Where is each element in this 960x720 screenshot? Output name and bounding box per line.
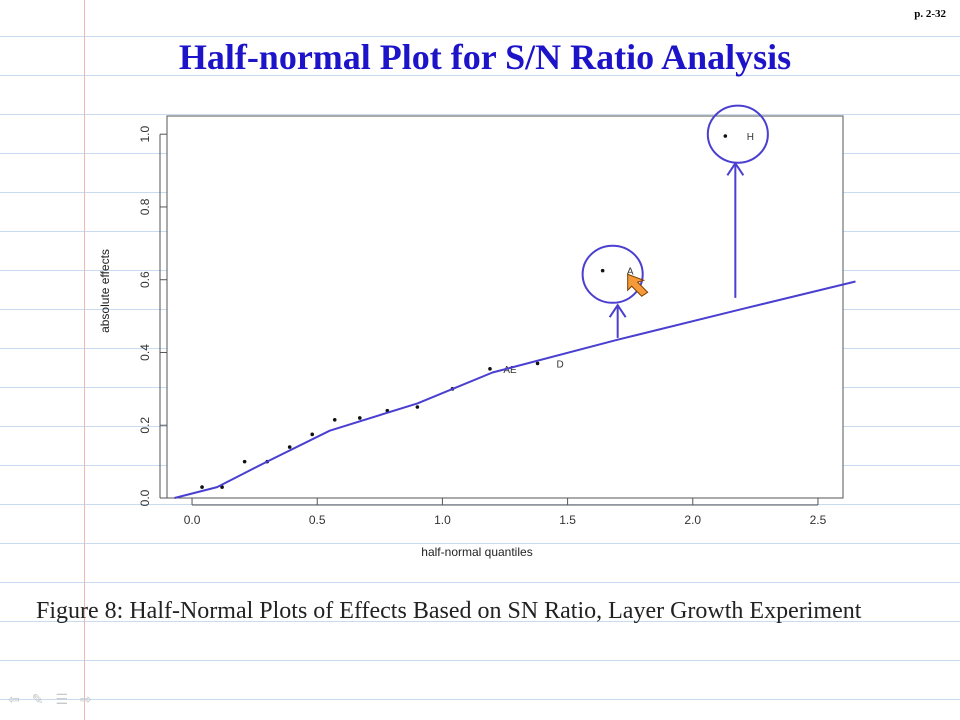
- data-point: [310, 432, 315, 437]
- annotation-arrow-head: [726, 161, 745, 176]
- slide-title: Half-normal Plot for S/N Ratio Analysis: [178, 37, 792, 77]
- annotation-circle: [581, 244, 644, 304]
- x-axis-label: half-normal quantiles: [421, 545, 532, 559]
- annotation-circle: [706, 104, 769, 164]
- data-point: [287, 445, 292, 449]
- half-normal-plot: 0.0 0.5 1.0 1.5 2.0 2.5 0.0 0.2 0.4 0.6 0.8 1.0 half…: [95, 100, 870, 570]
- y-tick-label: 0.0: [138, 489, 152, 506]
- arrow-left-icon[interactable]: ⇦: [8, 692, 20, 708]
- chart-svg: 0.0 0.5 1.0 1.5 2.0 2.5 0.0 0.2 0.4 0.6 0.8 1.0 half…: [98, 104, 856, 559]
- point-label: AE: [503, 365, 517, 376]
- point-label: D: [556, 359, 563, 370]
- y-axis-label: absolute effects: [98, 249, 112, 333]
- x-tick-label: 2.0: [684, 513, 701, 527]
- data-point: [488, 367, 492, 371]
- point-label: H: [747, 132, 754, 143]
- y-tick-label: 0.2: [138, 417, 152, 434]
- cursor-hand-icon: [627, 273, 649, 297]
- y-tick-label: 0.8: [138, 198, 152, 215]
- data-point: [242, 459, 247, 464]
- point-label: A: [627, 267, 634, 278]
- x-tick-label: 1.0: [434, 513, 451, 527]
- x-tick-label: 2.5: [810, 513, 827, 527]
- data-point: [415, 405, 420, 409]
- annotation-arrow-head: [608, 303, 627, 318]
- y-tick-label: 1.0: [138, 126, 152, 143]
- y-tick-label: 0.6: [138, 271, 152, 288]
- y-tick-label: 0.4: [138, 344, 152, 361]
- data-point: [535, 361, 540, 366]
- x-tick-label: 0.0: [184, 513, 201, 527]
- arrow-right-icon[interactable]: ⇨: [80, 692, 92, 708]
- data-point: [220, 485, 224, 489]
- menu-icon[interactable]: ☰: [55, 692, 69, 708]
- data-point: [357, 416, 362, 420]
- slide-toolbar: ⇦ ✎ ☰ ⇨: [8, 692, 92, 708]
- x-tick-label: 0.5: [309, 513, 326, 527]
- plot-frame: [166, 115, 844, 499]
- data-point: [600, 268, 605, 273]
- page-number: p. 2-32: [914, 8, 946, 20]
- annotation-trend-line: [174, 280, 856, 499]
- data-point: [200, 485, 204, 489]
- data-point: [723, 134, 728, 138]
- pen-icon[interactable]: ✎: [31, 692, 44, 708]
- x-tick-label: 1.5: [559, 513, 576, 527]
- figure-caption: Figure 8: Half-Normal Plots of Effects B…: [36, 598, 862, 624]
- data-point: [332, 417, 337, 422]
